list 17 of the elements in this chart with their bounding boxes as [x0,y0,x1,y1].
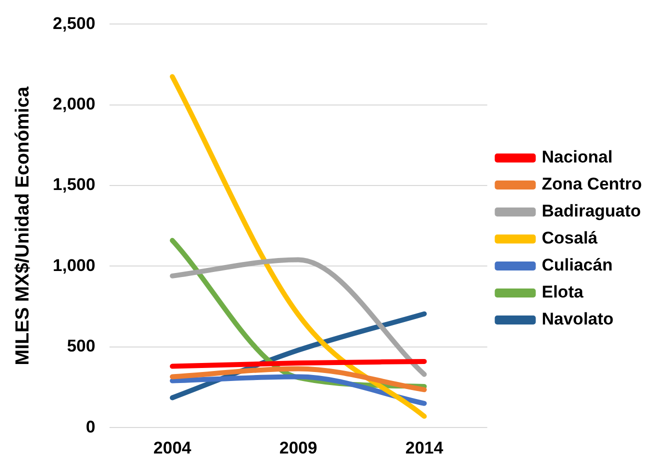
y-tick-label: 2,500 [52,14,96,33]
y-tick-label: 0 [86,417,96,436]
legend-label: Nacional [542,148,613,167]
legend-label: Cosalá [542,228,598,248]
legend-label: Culiacán [542,256,613,275]
y-tick-label: 2,000 [52,94,96,114]
legend-label: Badiraguato [542,202,641,221]
x-tick-label: 2004 [153,438,192,458]
legend-label: Navolato [542,310,614,329]
x-tick-label: 2014 [405,438,444,458]
x-tick-label: 2009 [279,438,318,458]
legend-label: Zona Centro [542,174,642,194]
y-tick-label: 500 [66,336,96,356]
legend-label: Elota [542,282,584,302]
y-axis-title: MILES MX$/Unidad Económica [12,86,34,366]
y-tick-label: 1,000 [52,256,96,275]
y-tick-label: 1,500 [52,175,96,194]
